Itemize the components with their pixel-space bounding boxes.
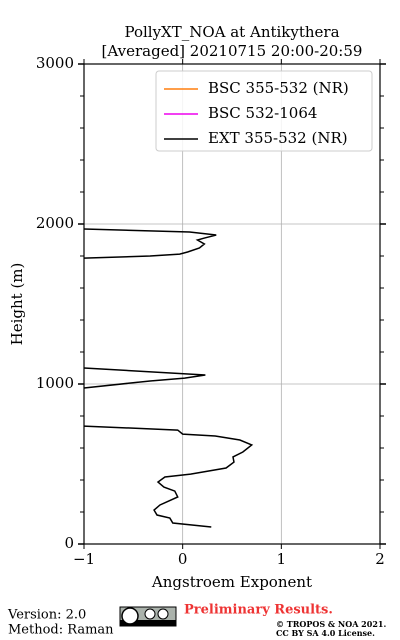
license: CC BY SA 4.0 License. — [276, 628, 375, 638]
y-tick-label: 0 — [64, 534, 74, 552]
legend: BSC 355-532 (NR) BSC 532-1064 EXT 355-532 … — [155, 70, 373, 152]
status: Preliminary Results. — [184, 603, 333, 618]
legend-box — [155, 70, 373, 152]
plot-frame — [83, 63, 381, 545]
y-tick-label: 2000 — [36, 214, 74, 232]
chart-subtitle: [Averaged] 20210715 20:00-20:59 — [102, 42, 363, 60]
y-tick-label: 3000 — [36, 54, 74, 72]
method: Method: Raman — [8, 623, 114, 638]
x-axis-label: Angstroem Exponent — [151, 573, 312, 591]
legend-label: BSC 355-532 (NR) — [208, 79, 349, 97]
copyright: © TROPOS & NOA 2021. — [276, 619, 386, 629]
x-tick-label: 1 — [277, 550, 287, 568]
x-tick-label: −1 — [73, 550, 95, 568]
y-tick-label: 1000 — [36, 374, 74, 392]
version: Version: 2.0 — [7, 608, 86, 623]
y-axis-label: Height (m) — [8, 263, 26, 346]
x-tick-label: 0 — [178, 550, 188, 568]
data-line — [83, 228, 254, 528]
chart-title: PollyXT_NOA at Antikythera — [124, 23, 339, 41]
legend-label: BSC 532-1064 — [208, 104, 317, 122]
x-tick-label: 2 — [375, 550, 385, 568]
legend-label: EXT 355-532 (NR) — [208, 129, 348, 147]
cc-logo — [119, 606, 177, 627]
